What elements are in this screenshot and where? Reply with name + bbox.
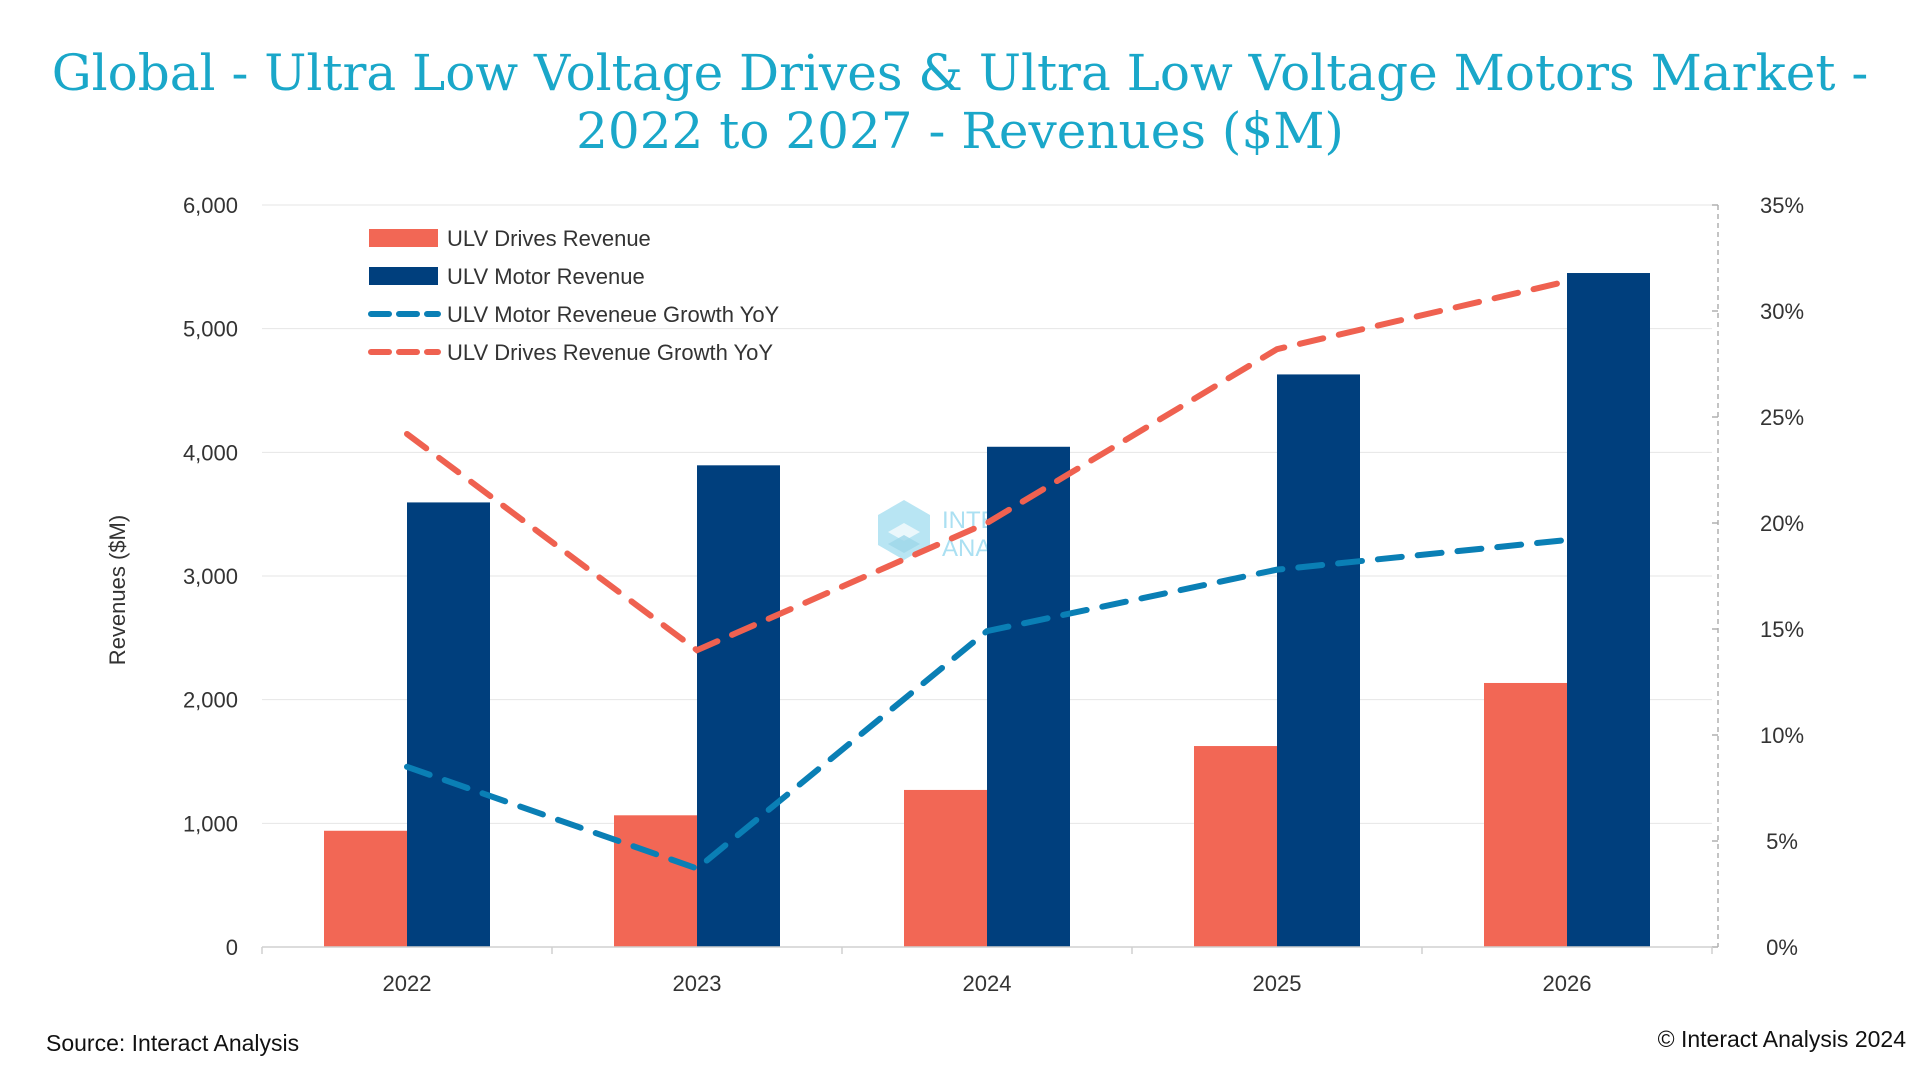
legend-label: ULV Motor Revenue [447,264,645,289]
copyright-note: © Interact Analysis 2024 [1657,1026,1906,1052]
y-tick-label: 6,000 [183,193,238,218]
y2-tick-label: 30% [1760,299,1804,324]
chart-title-line-1: Global - Ultra Low Voltage Drives & Ultr… [51,44,1869,102]
bar-motor-revenue [1567,273,1650,947]
y-tick-label: 4,000 [183,440,238,465]
bar-drives-revenue [324,830,407,947]
source-note: Source: Interact Analysis [46,1030,300,1056]
y-tick-label: 3,000 [183,564,238,589]
bar-drives-revenue [614,815,697,947]
legend-label: ULV Motor Reveneue Growth YoY [447,302,780,327]
bar-motor-revenue [407,502,490,947]
legend-label: ULV Drives Revenue [447,226,651,251]
legend-swatch [369,229,438,247]
watermark-logo-icon [878,500,930,560]
y2-tick-label: 0% [1766,935,1798,960]
bar-drives-revenue [1194,746,1277,947]
chart-title-line-2: 2022 to 2027 - Revenues ($M) [576,102,1344,160]
x-tick-label: 2022 [383,971,432,996]
bar-motor-revenue [1277,374,1360,947]
chart-title: Global - Ultra Low Voltage Drives & Ultr… [0,44,1920,160]
y2-tick-label: 5% [1766,829,1798,854]
x-tick-label: 2024 [963,971,1012,996]
x-tick-label: 2023 [673,971,722,996]
y2-tick-label: 15% [1760,617,1804,642]
bar-drives-revenue [1484,682,1567,947]
axes: 0 1,000 2,000 3,000 4,000 5,000 6,000 0% 5% 10% 15… [183,193,1804,996]
bar-drives-revenue [904,789,987,947]
bar-motor-revenue [697,465,780,947]
y2-tick-label: 25% [1760,405,1804,430]
y2-tick-label: 10% [1760,723,1804,748]
legend-swatch [369,267,438,285]
y-axis-label: Revenues ($M) [105,515,130,665]
legend: ULV Drives Revenue ULV Motor Revenue ULV M… [368,226,780,365]
y2-tick-label: 20% [1760,511,1804,536]
y-tick-label: 5,000 [183,317,238,342]
bars [324,273,1650,947]
bar-motor-revenue [987,446,1070,947]
x-tick-label: 2026 [1543,971,1592,996]
y-tick-label: 0 [226,935,238,960]
y-tick-label: 2,000 [183,688,238,713]
legend-label: ULV Drives Revenue Growth YoY [447,340,773,365]
y-tick-label: 1,000 [183,811,238,836]
x-tick-label: 2025 [1253,971,1302,996]
y2-tick-label: 35% [1760,193,1804,218]
growth-lines [404,278,1570,872]
